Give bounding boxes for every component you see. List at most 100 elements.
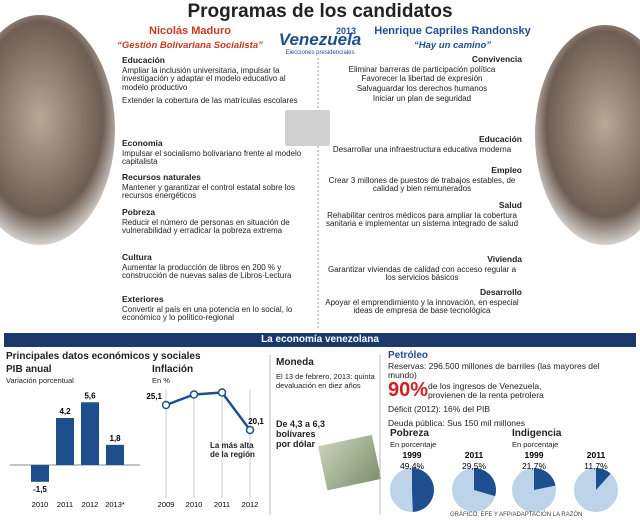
x-tick-label: 2012: [82, 500, 99, 509]
annotation: La más alta de la región: [210, 441, 255, 459]
section-item: Garantizar viviendas de calidad con acce…: [327, 264, 517, 283]
chart-title: Indigencia: [512, 428, 562, 439]
currency-change: De 4,3 a 6,3 bolívares por dólar: [276, 419, 326, 449]
program-section: Educación Desarrollar una infraestructura…: [322, 134, 522, 158]
x-tick-label: 2011: [57, 500, 73, 509]
chart-title: Inflación: [152, 364, 194, 375]
section-item: Salvaguardar los derechos humanos: [356, 84, 488, 94]
program-section: Educación Ampliar la inclusión universita…: [122, 55, 310, 110]
section-item: Convertir al país en una potencia en lo …: [122, 304, 293, 323]
logo-year: 2013: [335, 26, 356, 36]
section-heading: Educación: [479, 134, 522, 144]
pie-slice: [474, 468, 497, 497]
program-section: Desarrollo Apoyar el emprendimiento y la …: [322, 287, 522, 320]
banner-bg: [4, 333, 636, 347]
source: GRÁFICO: EFE Y AFP/ADAPTACIÓN LA RAZÓN: [450, 512, 583, 518]
bar: [106, 444, 124, 465]
program-section: Exteriores Convertir al país en una poten…: [122, 294, 310, 327]
section-item: Favorecer la libertad de expresión: [361, 74, 483, 84]
program-section: Convivencia Eliminar barreras de particip…: [322, 54, 522, 105]
pie-slice: [596, 468, 611, 490]
section-heading: Cultura: [122, 252, 152, 262]
document-icon: [285, 110, 330, 146]
chart-subtitle: En porcentaje: [512, 440, 559, 449]
year-label: 1999: [525, 450, 544, 460]
x-tick-label: 2009: [158, 500, 175, 509]
section-item: Mantener y garantizar el control estatal…: [122, 182, 295, 201]
logo-caption: Elecciones presidenciales: [285, 50, 355, 56]
portrait-left: [0, 15, 115, 245]
money-image: [318, 434, 382, 491]
section-item: Iniciar un plan de seguridad: [372, 94, 472, 104]
oil-share-text: de los ingresos de Venezuela, provienen …: [428, 381, 544, 401]
section-heading: Educación: [122, 55, 165, 65]
oil-reserves: Reservas: 296.500 millones de barriles (…: [388, 361, 600, 381]
section-heading: Empleo: [491, 165, 522, 175]
bar: [56, 417, 74, 465]
x-tick-label: 2011: [214, 500, 230, 509]
section-item: Apoyar el emprendimiento y la innovación…: [325, 297, 519, 316]
year-label: 1999: [403, 450, 422, 460]
x-tick-label: 2013*: [105, 500, 125, 509]
value-label: 11,7%: [584, 461, 608, 471]
logo: 2013 Venezuela Elecciones presidenciales: [270, 26, 370, 56]
section-item: Eliminar barreras de participación polít…: [348, 64, 496, 74]
program-section: Empleo Crear 3 millones de puestos de tra…: [322, 165, 522, 198]
value-label: 29,5%: [462, 461, 487, 471]
chart-subtitle: En porcentaje: [390, 440, 437, 449]
program-section: Cultura Aumentar la producción de libros …: [122, 252, 310, 285]
bar: [81, 402, 99, 465]
value-label: 20,1: [248, 417, 264, 426]
value-label: 25,1: [146, 392, 162, 401]
section-title: Moneda: [276, 357, 314, 368]
portrait-right: [535, 25, 640, 245]
right-slogan: “Hay un camino”: [413, 40, 492, 51]
chart-title: PIB anual: [6, 364, 52, 375]
economy-subtitle: Principales datos económicos y sociales: [6, 351, 201, 362]
value-label: 49,4%: [400, 461, 425, 471]
value-label: 5,6: [84, 391, 96, 400]
value-label: -1,5: [33, 485, 47, 494]
chart-title: Pobreza: [390, 428, 429, 439]
x-tick-label: 2012: [242, 500, 259, 509]
program-section: Economía Impulsar el socialismo bolivaria…: [122, 138, 310, 171]
section-heading: Exteriores: [122, 294, 164, 304]
line: [165, 391, 252, 431]
section-item: Desarrollar una infraestructura educativ…: [332, 144, 512, 154]
section-item: Ampliar la inclusión universitaria, impu…: [122, 65, 286, 93]
section-item: Crear 3 millones de puestos de trabajos …: [328, 175, 516, 194]
section-heading: Desarrollo: [479, 287, 522, 297]
year-label: 2011: [465, 450, 484, 460]
pie-slice: [534, 468, 556, 490]
section-title: Petróleo: [388, 350, 429, 361]
section-item: Rehabilitar centros médicos para ampliar…: [325, 210, 519, 229]
oil-debt: Deuda pública: Sus 150 mil millones: [388, 418, 526, 428]
x-tick-label: 2010: [186, 500, 203, 509]
program-section: Vivienda Garantizar viviendas de calidad …: [322, 254, 522, 287]
chart-subtitle: En %: [152, 376, 170, 385]
point: [189, 390, 199, 399]
left-slogan: “Gestión Bolivariana Socialista”: [117, 40, 263, 51]
section-heading: Economía: [122, 138, 163, 148]
section-item: Extender la cobertura de las matrículas …: [122, 96, 298, 106]
section-heading: Pobreza: [122, 207, 156, 217]
program-section: Salud Rehabilitar centros médicos para am…: [322, 200, 522, 233]
oil-share: 90%: [388, 379, 429, 401]
value-label: 21,7%: [522, 461, 547, 471]
oil-deficit: Déficit (2012): 16% del PIB: [388, 404, 491, 414]
logo-name: Venezuela: [278, 30, 362, 49]
section-heading: Vivienda: [487, 254, 522, 264]
section-item: Reducir el número de personas en situaci…: [122, 217, 290, 236]
point: [161, 400, 171, 410]
section-heading: Recursos naturales: [122, 172, 201, 182]
program-section: Pobreza Reducir el número de personas en …: [122, 207, 310, 240]
value-label: 4,2: [59, 407, 71, 416]
chart-subtitle: Variación porcentual: [6, 376, 74, 385]
right-name: Henrique Capriles Randonsky: [374, 25, 531, 37]
year-label: 2011: [587, 450, 606, 460]
pie-slice: [412, 468, 435, 512]
banner: La economía venezolana: [261, 334, 379, 345]
section-item: Aumentar la producción de libros en 200 …: [122, 262, 292, 281]
